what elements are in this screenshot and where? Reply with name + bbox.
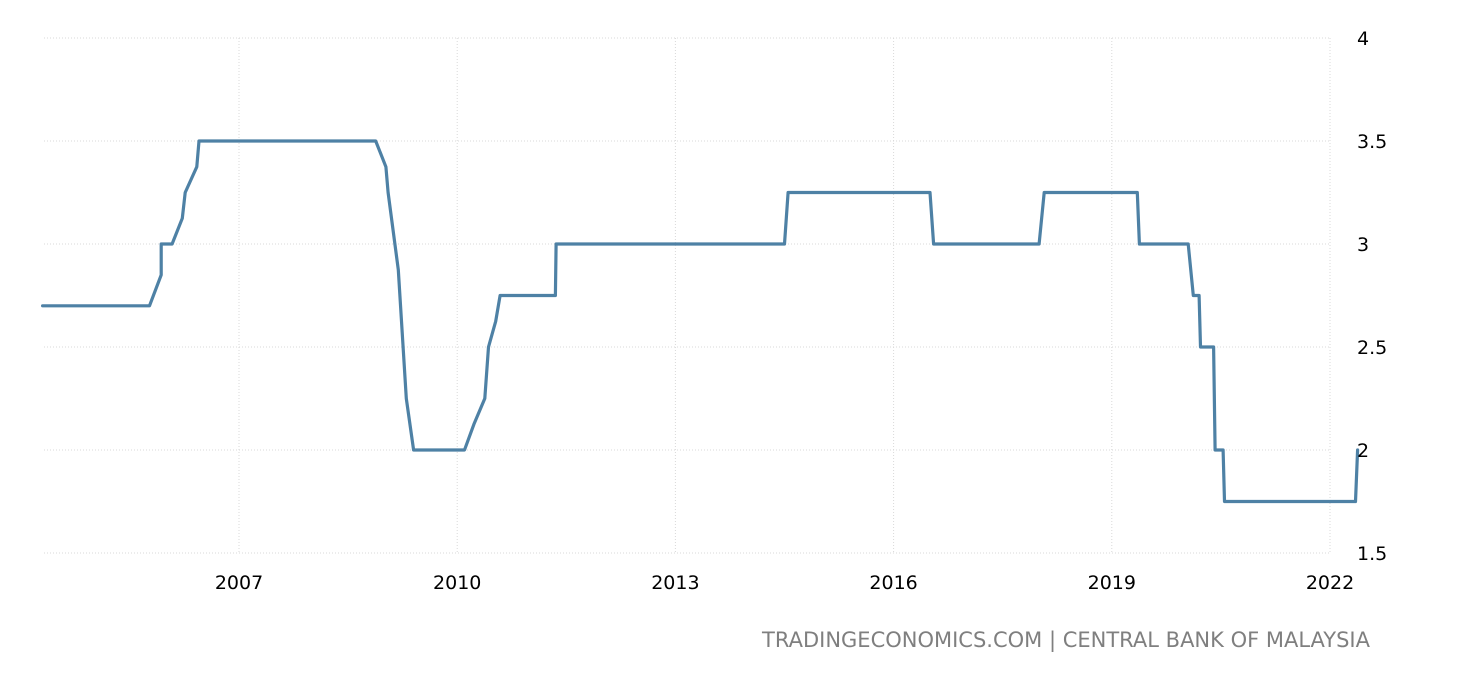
x-tick-label: 2022 bbox=[1306, 572, 1354, 594]
y-tick-label: 3.5 bbox=[1357, 131, 1387, 153]
x-tick-label: 2007 bbox=[215, 572, 263, 594]
source-credit: TRADINGECONOMICS.COM | CENTRAL BANK OF M… bbox=[762, 628, 1370, 652]
interest-rate-series-line bbox=[40, 139, 1360, 504]
y-tick-label: 4 bbox=[1357, 28, 1369, 50]
y-tick-label: 2.5 bbox=[1357, 337, 1387, 359]
grid-lines bbox=[44, 37, 1331, 554]
x-tick-label: 2016 bbox=[869, 572, 917, 594]
y-axis-tick-labels: 1.5 2 2.5 3 3.5 4 bbox=[1357, 28, 1387, 565]
y-tick-label: 3 bbox=[1357, 234, 1369, 256]
x-tick-label: 2010 bbox=[433, 572, 481, 594]
series-layer bbox=[40, 139, 1360, 504]
y-tick-label: 1.5 bbox=[1357, 543, 1387, 565]
x-tick-label: 2019 bbox=[1088, 572, 1136, 594]
y-tick-label: 2 bbox=[1357, 440, 1369, 462]
x-axis-tick-labels: 2007 2010 2013 2016 2019 2022 bbox=[215, 572, 1354, 594]
x-tick-label: 2013 bbox=[651, 572, 699, 594]
